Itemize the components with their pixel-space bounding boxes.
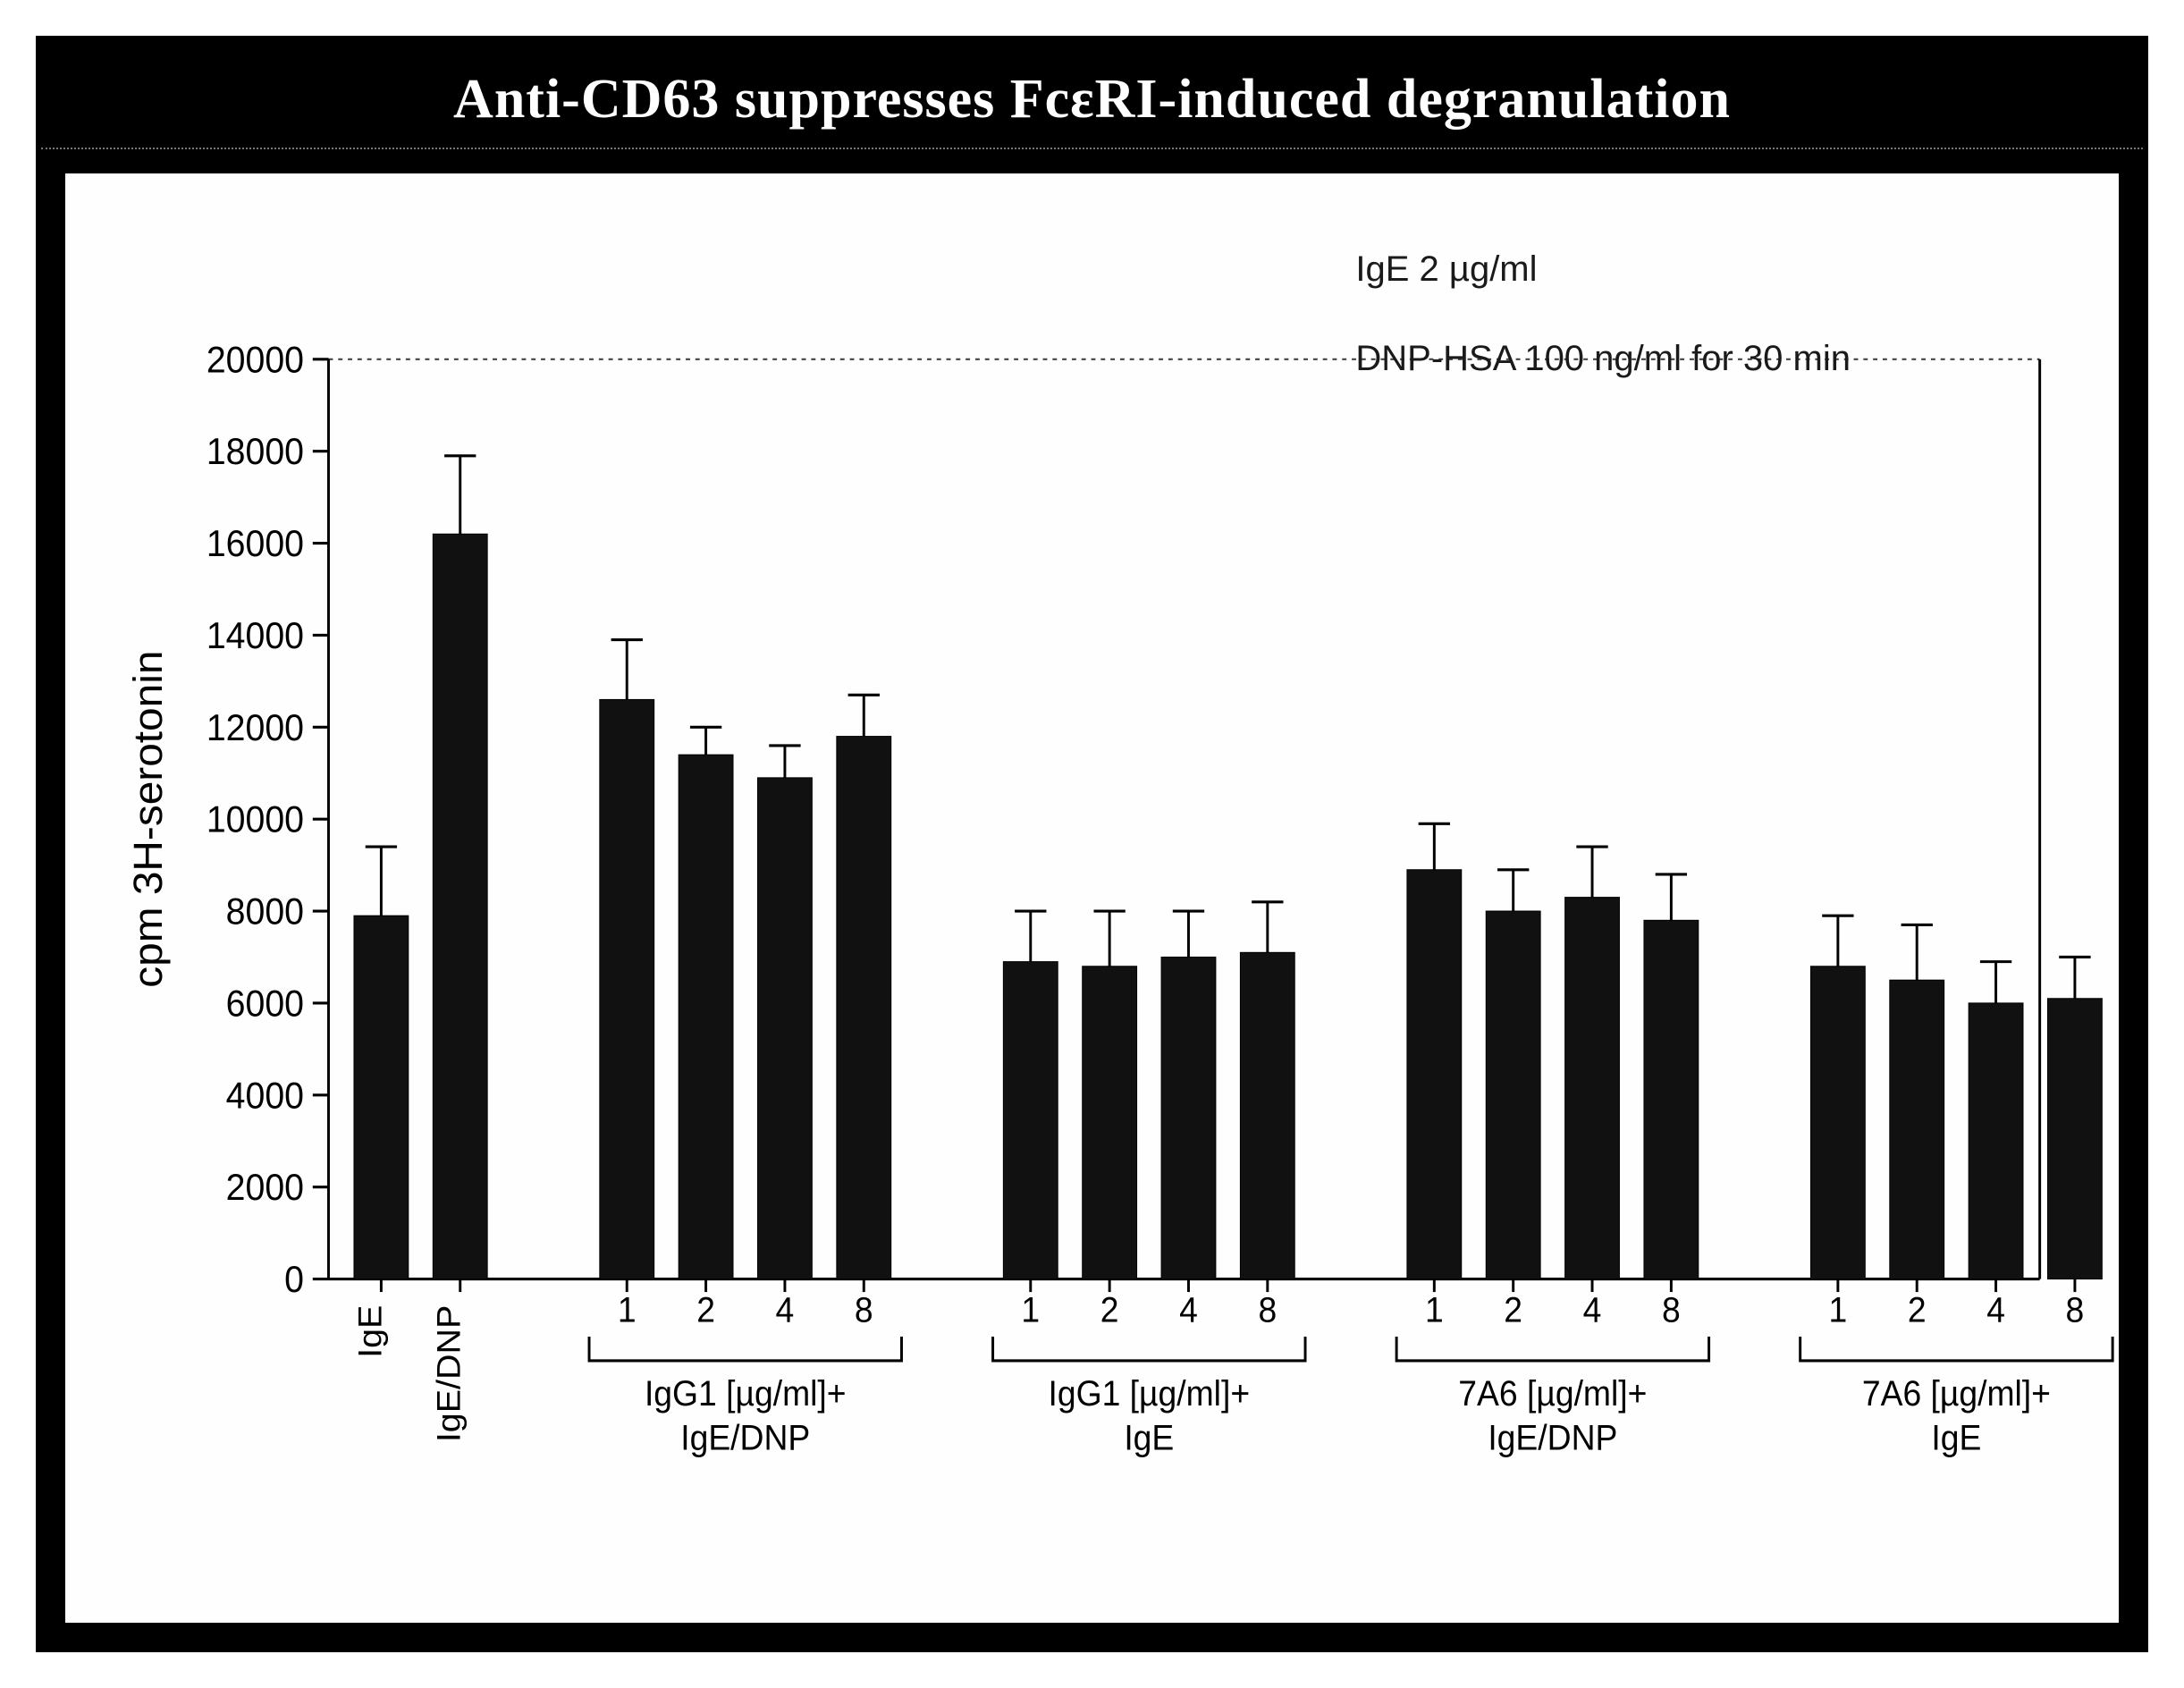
svg-text:IgE: IgE — [351, 1305, 389, 1358]
svg-text:1: 1 — [1829, 1290, 1848, 1329]
svg-text:IgG1 [µg/ml]+: IgG1 [µg/ml]+ — [1049, 1374, 1251, 1414]
slide-title-text: Anti-CD63 suppresses FcεRI-induced degra… — [453, 69, 1731, 130]
annotation-line2: DNP-HSA 100 ng/ml for 30 min — [1355, 339, 1851, 378]
svg-text:14000: 14000 — [207, 614, 304, 656]
svg-text:7A6 [µg/ml]+: 7A6 [µg/ml]+ — [1458, 1374, 1647, 1414]
svg-text:8: 8 — [2066, 1290, 2085, 1329]
svg-text:8: 8 — [855, 1290, 873, 1329]
svg-text:16000: 16000 — [207, 522, 304, 564]
svg-text:2: 2 — [1100, 1290, 1119, 1329]
svg-text:8000: 8000 — [226, 890, 304, 933]
chart-panel-wrap: IgE 2 µg/ml DNP-HSA 100 ng/ml for 30 min… — [41, 149, 2143, 1647]
svg-text:1: 1 — [618, 1290, 637, 1329]
svg-text:IgE/DNP: IgE/DNP — [1488, 1419, 1617, 1458]
svg-text:IgE: IgE — [1931, 1419, 1981, 1458]
svg-text:10000: 10000 — [207, 798, 304, 840]
svg-text:18000: 18000 — [207, 430, 304, 472]
svg-text:2: 2 — [696, 1290, 715, 1329]
svg-text:8: 8 — [1258, 1290, 1277, 1329]
svg-text:4: 4 — [776, 1290, 795, 1329]
svg-text:1: 1 — [1425, 1290, 1444, 1329]
svg-text:4: 4 — [1583, 1290, 1602, 1329]
svg-text:IgE: IgE — [1124, 1419, 1174, 1458]
svg-text:6000: 6000 — [226, 982, 304, 1024]
svg-text:8: 8 — [1662, 1290, 1681, 1329]
slide-frame: Anti-CD63 suppresses FcεRI-induced degra… — [36, 36, 2148, 1652]
svg-text:1: 1 — [1021, 1290, 1040, 1329]
svg-text:0: 0 — [284, 1258, 304, 1300]
svg-text:IgE/DNP: IgE/DNP — [680, 1419, 810, 1458]
svg-text:12000: 12000 — [207, 706, 304, 748]
svg-text:4: 4 — [1986, 1290, 2005, 1329]
svg-text:2: 2 — [1504, 1290, 1522, 1329]
svg-text:2000: 2000 — [226, 1166, 304, 1208]
svg-text:20000: 20000 — [207, 338, 304, 380]
slide-title: Anti-CD63 suppresses FcεRI-induced degra… — [41, 41, 2143, 149]
svg-text:IgE/DNP: IgE/DNP — [431, 1305, 468, 1443]
chart-panel: IgE 2 µg/ml DNP-HSA 100 ng/ml for 30 min… — [63, 171, 2121, 1625]
condition-annotation: IgE 2 µg/ml DNP-HSA 100 ng/ml for 30 min — [1256, 202, 1851, 426]
svg-text:4000: 4000 — [226, 1074, 304, 1116]
svg-text:cpm 3H-serotonin: cpm 3H-serotonin — [125, 651, 171, 988]
annotation-line1: IgE 2 µg/ml — [1355, 249, 1537, 289]
svg-text:2: 2 — [1908, 1290, 1927, 1329]
svg-text:7A6 [µg/ml]+: 7A6 [µg/ml]+ — [1862, 1374, 2051, 1414]
slide-outer: Anti-CD63 suppresses FcεRI-induced degra… — [0, 0, 2184, 1688]
svg-text:IgG1 [µg/ml]+: IgG1 [µg/ml]+ — [645, 1374, 847, 1414]
svg-text:4: 4 — [1179, 1290, 1198, 1329]
